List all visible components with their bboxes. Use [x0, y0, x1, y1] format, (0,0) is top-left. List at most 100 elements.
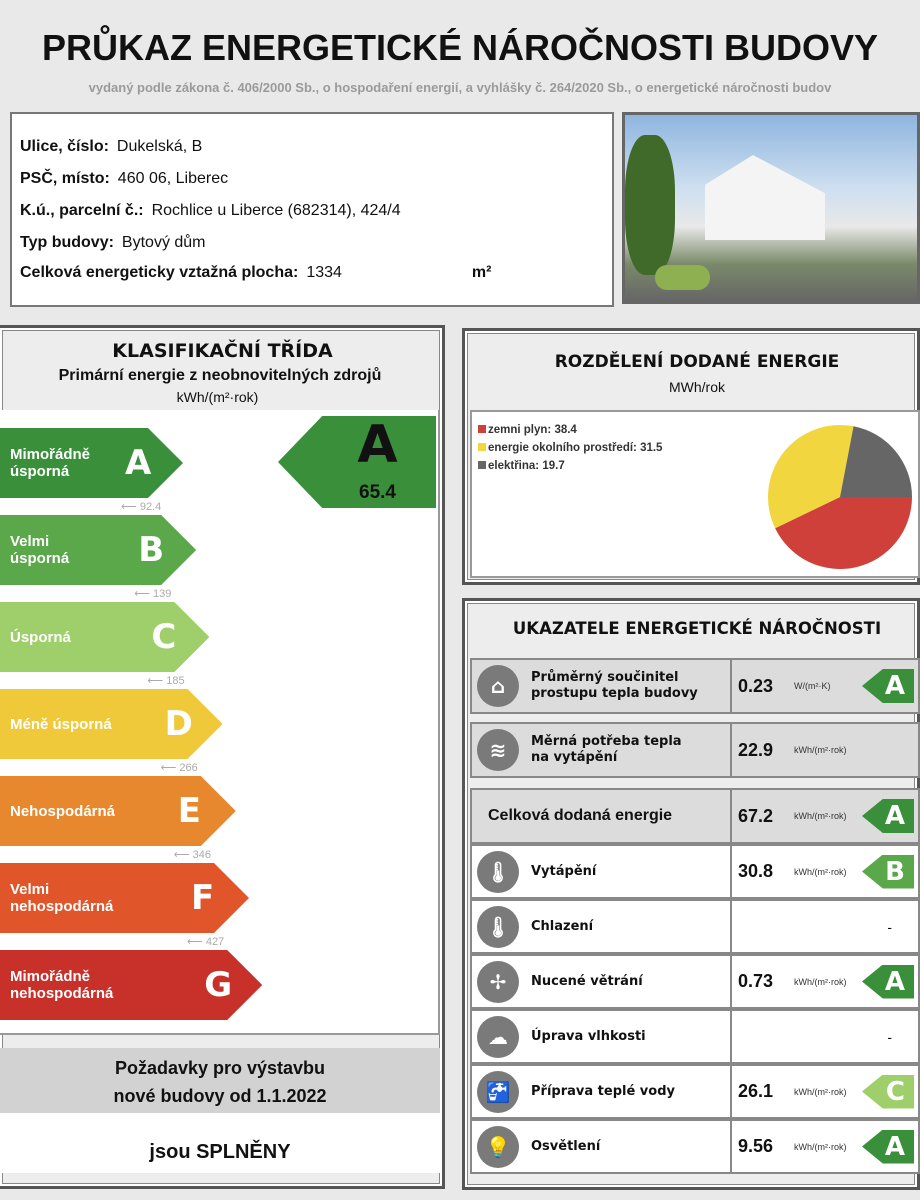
result-class-letter: A: [357, 415, 398, 475]
indicator-value-cell: -: [732, 1011, 918, 1062]
indicator-row: ☁ Úprava vlhkosti -: [470, 1009, 920, 1064]
indicator-label: Vytápění: [531, 863, 597, 879]
classification-unit: kWh/(m²·rok): [176, 389, 259, 405]
indicator-row: ✢ Nucené větrání 0.73 kWh/(m²·rok) A: [470, 954, 920, 1009]
info-value: Bytový dům: [121, 234, 206, 251]
indicator-unit: W/(m²·K): [794, 681, 831, 691]
lightbulb-icon: 💡: [477, 1125, 519, 1168]
indicator-value: 0.73: [738, 971, 774, 991]
indicator-value-cell: 22.9 kWh/(m²·rok): [732, 724, 918, 776]
indicator-label-cell: ☁ Úprava vlhkosti: [472, 1011, 732, 1062]
indicator-label-cell: Celková dodaná energie: [472, 790, 732, 842]
class-letter: F: [191, 877, 215, 918]
building-info: Ulice, číslo: Dukelská, B PSČ, místo: 460 0…: [10, 112, 614, 307]
indicator-row: 💡 Osvětlení 9.56 kWh/(m²·rok) A: [470, 1119, 920, 1174]
indicator-row: 🚰 Příprava teplé vody 26.1 kWh/(m²·rok) C: [470, 1064, 920, 1119]
legend-label: zemni plyn: 38.4: [488, 424, 577, 436]
class-scale: Mimořádně úsporná A ⟵ 92.4 Velmi úsporná B ⟵ …: [0, 410, 440, 1035]
class-letter: D: [164, 703, 193, 744]
indicator-value: 9.56: [738, 1136, 774, 1156]
indicator-value: 0.23: [738, 675, 774, 696]
chart-unit: MWh/rok: [669, 379, 725, 395]
pie-chart: [768, 425, 912, 569]
indicator-value-cell: 0.73 kWh/(m²·rok) A: [732, 956, 918, 1007]
classification-title: KLASIFIKAČNÍ TŘÍDA: [112, 340, 333, 362]
class-label: Úsporná: [10, 628, 71, 646]
indicator-row: Celková dodaná energie 67.2 kWh/(m²·rok) A: [470, 788, 920, 844]
indicator-row: 🌡 Vytápění 30.8 kWh/(m²·rok) B: [470, 844, 920, 899]
class-badge: A: [862, 1129, 914, 1164]
info-label: K.ú., parcelní č.:: [20, 202, 144, 219]
building-photo: [622, 112, 920, 304]
class-letter: E: [177, 790, 202, 831]
indicator-label-cell: 🌡 Chlazení: [472, 901, 732, 952]
indicator-unit: kWh/(m²·rok): [794, 976, 847, 987]
heat-thermometer-icon: ≋: [477, 729, 519, 771]
info-row: Ulice, číslo: Dukelská, B: [20, 138, 202, 156]
indicator-row: 🌡 Chlazení -: [470, 899, 920, 954]
indicator-value: 30.8: [738, 861, 774, 881]
class-arrow-A: Mimořádně úsporná A: [0, 428, 183, 498]
tap-icon: 🚰: [477, 1070, 519, 1113]
class-letter: A: [125, 442, 152, 483]
pie-slice-0: [775, 497, 912, 569]
info-label: Celková energeticky vztažná plocha:: [20, 264, 299, 281]
indicator-label: Nucené větrání: [531, 973, 643, 989]
class-threshold: ⟵ 139: [134, 588, 172, 600]
house-icon: ⌂: [477, 665, 519, 707]
indicator-row: ⌂ Průměrný součinitel prostupu tepla budo…: [470, 658, 920, 714]
info-row: Celková energeticky vztažná plocha: 1334 m…: [20, 264, 499, 282]
class-threshold: ⟵ 185: [147, 675, 185, 687]
page-title: PRŮKAZ ENERGETICKÉ NÁROČNOSTI BUDOVY: [41, 27, 879, 68]
legend-swatch: [478, 443, 486, 451]
indicator-unit: kWh/(m²·rok): [794, 1141, 847, 1152]
class-badge: B: [862, 854, 914, 889]
class-arrow-G: Mimořádně nehospodárná G: [0, 950, 263, 1020]
indicator-label: Celková dodaná energie: [488, 807, 673, 824]
legend-item: zemni plyn: 38.4: [478, 424, 577, 436]
legend-swatch: [478, 425, 486, 433]
info-row: K.ú., parcelní č.: Rochlice u Liberce (68…: [20, 202, 401, 220]
class-label: Velmi úsporná: [10, 533, 70, 567]
class-label: Nehospodárná: [10, 802, 116, 820]
indicator-label: Průměrný součinitel prostupu tepla budov…: [531, 670, 698, 701]
classification-subtitle: Primární energie z neobnovitelných zdroj…: [58, 367, 382, 384]
info-label: Typ budovy:: [20, 234, 114, 251]
indicator-value-cell: -: [732, 901, 918, 952]
indicator-label: Chlazení: [531, 918, 594, 934]
indicator-empty: -: [887, 918, 892, 935]
legend-swatch: [478, 461, 486, 469]
indicator-value: 22.9: [738, 739, 774, 760]
class-letter: G: [204, 964, 233, 1005]
indicator-label: Osvětlení: [531, 1138, 601, 1154]
chart-title: ROZDĚLENÍ DODANÉ ENERGIE: [554, 352, 840, 372]
indicator-label-cell: ≋ Měrná potřeba tepla na vytápění: [472, 724, 732, 776]
indicator-unit: kWh/(m²·rok): [794, 745, 847, 755]
class-threshold: ⟵ 92.4: [121, 501, 162, 513]
indicator-value-cell: 26.1 kWh/(m²·rok) C: [732, 1066, 918, 1117]
indicator-value-cell: 0.23 W/(m²·K) A: [732, 660, 918, 712]
class-threshold: ⟵ 346: [173, 849, 211, 861]
class-letter: B: [138, 529, 165, 570]
indicator-label: Měrná potřeba tepla na vytápění: [531, 734, 682, 765]
indicator-empty: -: [887, 1028, 892, 1045]
info-row: Typ budovy: Bytový dům: [20, 234, 206, 252]
indicator-label-cell: 💡 Osvětlení: [472, 1121, 732, 1172]
class-badge: A: [862, 964, 914, 999]
indicator-label-cell: ✢ Nucené větrání: [472, 956, 732, 1007]
legend-label: energie okolního prostředí: 31.5: [488, 442, 663, 454]
class-threshold: ⟵ 266: [160, 762, 198, 774]
indicator-label-cell: 🌡 Vytápění: [472, 846, 732, 897]
info-value: Dukelská, B: [116, 138, 203, 155]
indicator-label-cell: 🚰 Příprava teplé vody: [472, 1066, 732, 1117]
indicator-value-cell: 67.2 kWh/(m²·rok) A: [732, 790, 918, 842]
chart-area: zemni plyn: 38.4 energie okolního prostře…: [470, 410, 920, 578]
indicator-value-cell: 9.56 kWh/(m²·rok) A: [732, 1121, 918, 1172]
indicator-value: 67.2: [738, 805, 774, 826]
pie-slice-2: [840, 426, 912, 497]
legend-item: elektřina: 19.7: [478, 460, 565, 472]
class-arrow-B: Velmi úsporná B: [0, 515, 197, 585]
indicator-value-cell: 30.8 kWh/(m²·rok) B: [732, 846, 918, 897]
class-letter: C: [151, 616, 177, 657]
class-badge: A: [862, 669, 914, 703]
